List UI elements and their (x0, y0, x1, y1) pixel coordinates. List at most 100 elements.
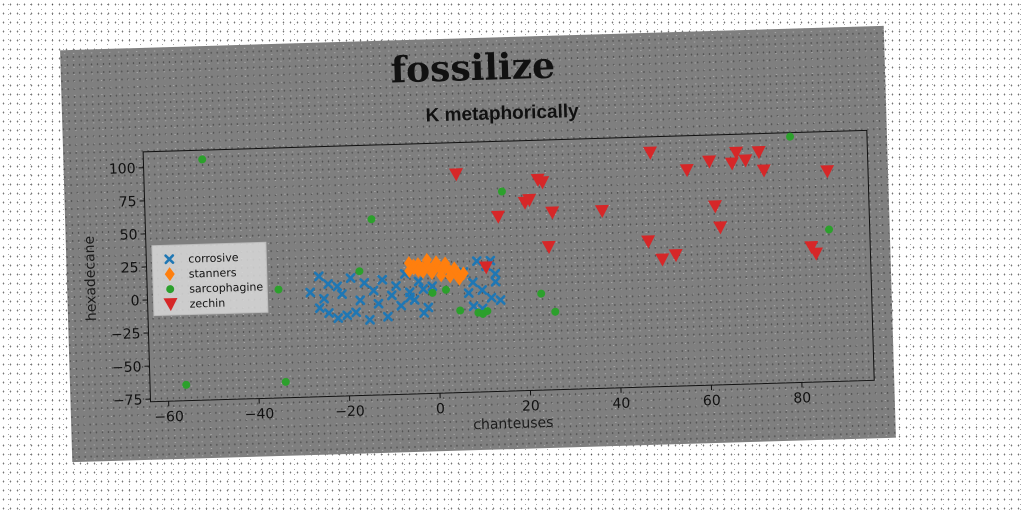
legend-marker-sarcophagine (166, 285, 175, 294)
zechin-point (808, 247, 823, 261)
corrosive-point (342, 310, 353, 321)
sarcophagine-point (367, 215, 376, 224)
stanners-point (417, 264, 428, 279)
corrosive-point (333, 313, 344, 324)
legend-label-corrosive: corrosive (188, 251, 239, 265)
chart-title: K metaphorically (425, 101, 579, 127)
corrosive-point (373, 298, 384, 309)
zechin-point (655, 253, 670, 267)
corrosive-point (355, 295, 366, 306)
corrosive-point (359, 277, 370, 288)
corrosive-point (336, 289, 348, 300)
corrosive-point (486, 292, 497, 303)
zechin-point (522, 193, 537, 207)
sarcophagine-point (441, 285, 450, 294)
zechin-point (804, 240, 819, 255)
corrosive-point (463, 288, 474, 299)
corrosive-point (323, 279, 334, 290)
zechin-point (641, 235, 656, 249)
corrosive-point (319, 293, 330, 304)
corrosive-point (323, 308, 334, 319)
zechin-point (448, 168, 463, 182)
x-tick-label: −40 (245, 406, 275, 423)
sarcophagine-point (355, 267, 364, 276)
sarcophagine-point (428, 288, 437, 297)
corrosive-point (351, 307, 362, 318)
x-tick-label: 40 (612, 396, 630, 413)
corrosive-point (418, 284, 429, 295)
corrosive-point (467, 277, 478, 288)
chart-figure: fossilize K metaphorically −60 −40 −20 0 20 4… (60, 25, 896, 463)
y-tick-label: −75 (113, 392, 143, 409)
stanners-point (449, 261, 460, 276)
corrosive-point (471, 256, 482, 267)
zechin-point (679, 163, 694, 178)
y-tick-label: 25 (121, 260, 139, 277)
zechin-point (702, 155, 717, 169)
corrosive-point (490, 268, 501, 279)
stanners-point (404, 264, 415, 279)
stanners-point (431, 255, 442, 270)
legend-label-zechin: zechin (189, 297, 225, 311)
stanners-point (445, 269, 456, 284)
legend-label-sarcophagine: sarcophagine (189, 280, 264, 295)
zechin-point (820, 165, 835, 179)
sarcophagine-point (281, 377, 290, 386)
legend-label-stanners: stanners (189, 266, 237, 280)
zechin-point (668, 248, 683, 263)
corrosive-point (405, 292, 416, 303)
y-tick-label: 50 (120, 227, 138, 244)
corrosive-point (495, 295, 506, 306)
data-marks (182, 132, 835, 389)
zechin-point (751, 145, 766, 160)
corrosive-point (423, 302, 434, 313)
corrosive-point (314, 303, 325, 314)
sarcophagine-point (456, 306, 465, 315)
corrosive-point (396, 300, 407, 311)
sarcophagine-point (786, 132, 795, 141)
x-tick-label: 20 (522, 398, 540, 415)
zechin-point (724, 157, 739, 171)
legend-marker-zechin (163, 297, 178, 312)
x-tick-label: −20 (335, 403, 365, 420)
zechin-point (738, 154, 753, 168)
corrosive-point (490, 276, 501, 287)
y-tick-label: −25 (111, 326, 141, 343)
zechin-point (713, 221, 728, 235)
zechin-point (642, 146, 657, 160)
corrosive-point (364, 314, 375, 325)
scatter-chart: fossilize K metaphorically −60 −40 −20 0 20 4… (82, 45, 875, 433)
y-tick-label: −50 (112, 359, 142, 376)
y-axis-label: hexadecane (82, 236, 101, 322)
corrosive-point (477, 285, 488, 296)
plot-area (142, 129, 875, 403)
corrosive-point (468, 301, 479, 312)
corrosive-point (377, 274, 388, 285)
x-tick-label: 80 (793, 390, 811, 407)
corrosive-point (391, 280, 402, 291)
legend-marker-corrosive (164, 254, 175, 265)
corrosive-point (382, 311, 393, 322)
zechin-point (478, 261, 493, 275)
stanners-point (458, 266, 469, 281)
y-tick-label: 100 (109, 161, 136, 178)
sarcophagine-point (551, 307, 560, 316)
chart-suptitle: fossilize (390, 45, 556, 92)
stanners-point (422, 252, 432, 267)
corrosive-point (409, 294, 420, 305)
zechin-point (490, 210, 505, 224)
sarcophagine-point (274, 285, 283, 294)
zechin-point (545, 206, 560, 220)
zechin-point (729, 146, 744, 160)
corrosive-point (413, 276, 424, 287)
stanners-point (426, 266, 437, 281)
corrosive-point (386, 290, 397, 301)
corrosive-point (332, 281, 343, 292)
stanners-point (436, 268, 447, 283)
corrosive-point (313, 271, 324, 282)
sarcophagine-point (497, 187, 506, 196)
sarcophagine-point (824, 225, 833, 234)
corrosive-point (427, 281, 438, 292)
zechin-point (535, 176, 550, 190)
